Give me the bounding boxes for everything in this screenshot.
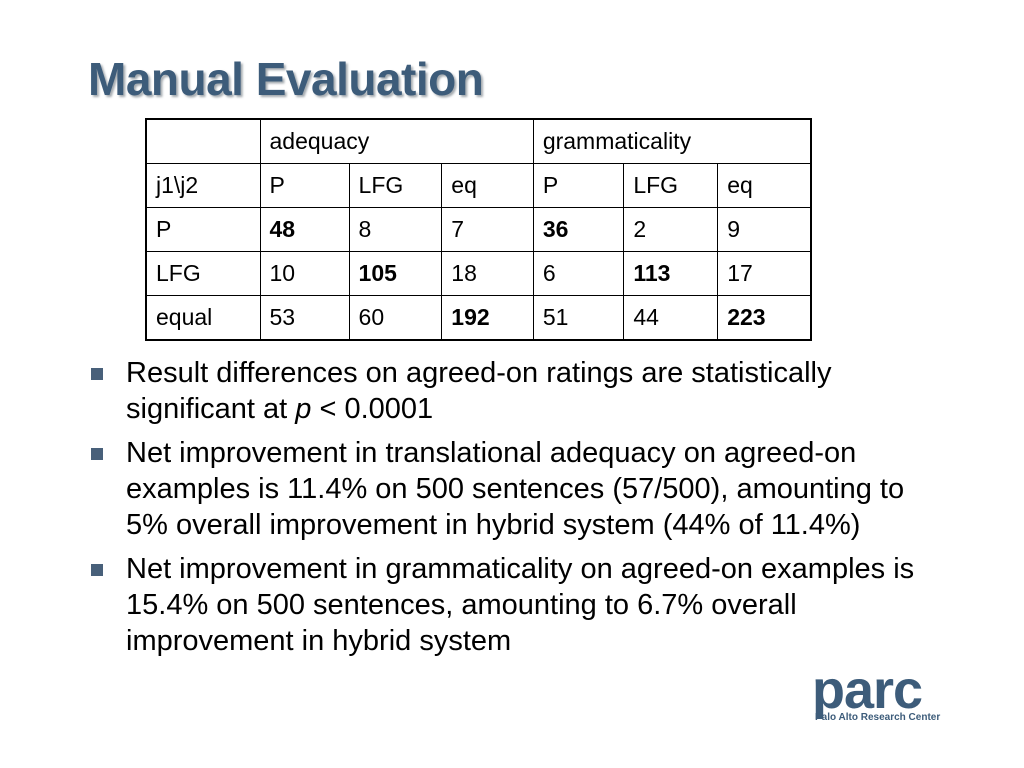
table-header-row: adequacy grammaticality: [145, 118, 812, 164]
bullet-variable: p: [295, 393, 312, 425]
table-header-cell: adequacy: [259, 118, 534, 164]
table-cell: 51: [532, 295, 625, 341]
table-cell: 8: [348, 207, 443, 252]
evaluation-table: adequacy grammaticality j1\j2 P LFG eq P…: [145, 118, 812, 341]
slide-title: Manual Evaluation: [88, 53, 484, 105]
table-subheader-cell: LFG: [623, 163, 719, 208]
table-row: P 48 8 7 36 2 9: [145, 207, 812, 252]
bullet-item: Net improvement in translational adequac…: [88, 435, 948, 543]
square-bullet-icon: [91, 368, 103, 380]
table-cell: 7: [441, 207, 534, 252]
table-cell: 113: [623, 251, 719, 296]
table-cell: 9: [717, 207, 812, 252]
table-cell: 48: [259, 207, 350, 252]
table-row-label: equal: [145, 295, 261, 341]
bullet-item: Net improvement in grammaticality on agr…: [88, 551, 948, 659]
table-subheader-cell: eq: [441, 163, 534, 208]
table-row: LFG 10 105 18 6 113 17: [145, 251, 812, 296]
bullet-text: Result differences on agreed-on ratings …: [126, 357, 832, 425]
table-subheader-cell: LFG: [348, 163, 443, 208]
table-cell: 192: [441, 295, 534, 341]
parc-logo: parc Palo Alto Research Center: [812, 660, 972, 728]
logo-subtitle: Palo Alto Research Center: [815, 712, 941, 723]
table-row: equal 53 60 192 51 44 223: [145, 295, 812, 341]
table-cell: 17: [717, 251, 812, 296]
bullet-text: Net improvement in translational adequac…: [126, 437, 905, 541]
bullet-text: < 0.0001: [311, 393, 434, 425]
table-cell: 6: [532, 251, 625, 296]
table-subheader-cell: P: [532, 163, 625, 208]
table-cell: 18: [441, 251, 534, 296]
bullet-item: Result differences on agreed-on ratings …: [88, 355, 948, 427]
table-cell: 36: [532, 207, 625, 252]
bullet-list: Result differences on agreed-on ratings …: [88, 355, 948, 667]
table-cell: 223: [717, 295, 812, 341]
square-bullet-icon: [91, 564, 103, 576]
table-cell: 60: [348, 295, 443, 341]
table-cell: 105: [348, 251, 443, 296]
table-header-cell: grammaticality: [532, 118, 812, 164]
table-cell: 53: [259, 295, 350, 341]
table-subheader-cell: j1\j2: [145, 163, 261, 208]
logo-wordmark: parc: [812, 660, 923, 720]
table-subheader-cell: P: [259, 163, 350, 208]
table-subheader-cell: eq: [717, 163, 812, 208]
table-subheader-row: j1\j2 P LFG eq P LFG eq: [145, 163, 812, 208]
square-bullet-icon: [91, 448, 103, 460]
bullet-text: Net improvement in grammaticality on agr…: [126, 553, 915, 657]
table-row-label: LFG: [145, 251, 261, 296]
table-row-label: P: [145, 207, 261, 252]
table-cell: 2: [623, 207, 719, 252]
table-cell: 44: [623, 295, 719, 341]
table-header-cell: [145, 118, 261, 164]
table-cell: 10: [259, 251, 350, 296]
